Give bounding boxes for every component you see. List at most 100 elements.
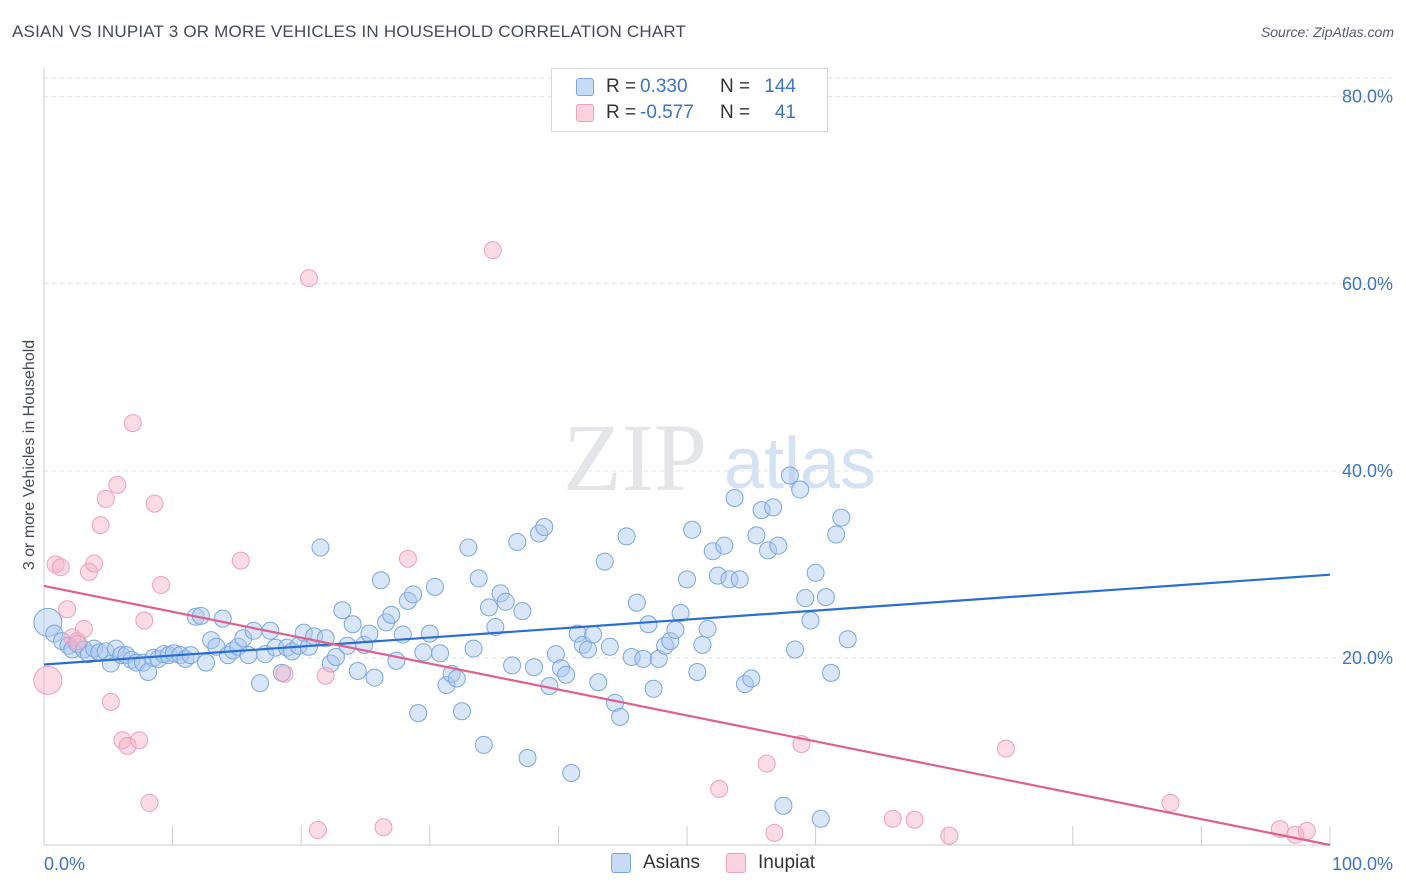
inupiat-point [74, 619, 93, 638]
asians-point [474, 735, 493, 754]
asians-point [627, 593, 646, 612]
asians-point [562, 763, 581, 782]
inupiat-point [118, 736, 137, 755]
y-tick-label: 60.0% [1342, 274, 1393, 294]
legend-r-value-asians: 0.330 [640, 76, 688, 97]
asians-point [644, 679, 663, 698]
asians-legend-swatch [611, 853, 631, 873]
asians-point [725, 488, 744, 507]
y-tick-label: 20.0% [1342, 648, 1393, 668]
inupiat-point [299, 269, 318, 288]
asians-point [747, 526, 766, 545]
asians-point [617, 527, 636, 546]
asians-point [832, 508, 851, 527]
inupiat-point [58, 600, 77, 619]
asians-point [693, 635, 712, 654]
legend-row-asians: R = 0.330 N = 144 [576, 75, 796, 99]
inupiat-point [275, 664, 294, 683]
axes [43, 68, 1331, 846]
asians-point [491, 584, 510, 603]
asians-point [595, 552, 614, 571]
tick-labels: 20.0% 40.0% 60.0% 80.0% 0.0% 100.0% [44, 87, 1393, 874]
inupiat-point [316, 666, 335, 685]
asians-point [759, 541, 778, 560]
legend-item-inupiat: Inupiat [726, 852, 815, 874]
asians-point [365, 668, 384, 687]
asians-point [343, 615, 362, 634]
asians-point [197, 653, 216, 672]
inupiat-point [940, 826, 959, 845]
asians-point [811, 809, 830, 828]
watermark: ZIP atlas [563, 404, 876, 511]
legend-n-label: N = [720, 102, 751, 123]
asians-point [568, 624, 587, 643]
asians-point [404, 585, 423, 604]
asians-point [326, 647, 345, 666]
inupiat-point [80, 562, 99, 581]
asians-point [742, 669, 761, 688]
asians-point [557, 665, 576, 684]
asians-point [786, 640, 805, 659]
asians-point [639, 615, 658, 634]
chart-title: ASIAN VS INUPIAT 3 OR MORE VEHICLES IN H… [12, 22, 687, 41]
inupiat-point [152, 575, 171, 594]
inupiat-trend-line [43, 584, 1331, 847]
y-axis-label: 3 or more Vehicles in Household [21, 339, 38, 571]
asians-point [806, 563, 825, 582]
asians-point [139, 662, 158, 681]
asians-point [698, 619, 717, 638]
asians-point [791, 480, 810, 499]
asians-swatch [576, 78, 594, 96]
inupiat-point [108, 475, 127, 494]
legend-r-value-inupiat: -0.577 [640, 102, 694, 123]
asians-point [513, 602, 532, 621]
asians-point [752, 501, 771, 520]
asians-point [234, 629, 253, 648]
asians-point [589, 673, 608, 692]
asians-point [425, 577, 444, 596]
inupiat-point [51, 558, 70, 577]
asians-point [764, 498, 783, 517]
x-tick-label-min: 0.0% [44, 854, 85, 874]
asians-point [33, 607, 63, 637]
legend-r-label: R = [606, 102, 637, 123]
asians-point [801, 611, 820, 630]
asians-point [469, 569, 488, 588]
asians-point [584, 625, 603, 644]
y-tick-label: 40.0% [1342, 461, 1393, 481]
inupiat-point [1161, 793, 1180, 812]
asians-point [333, 601, 352, 620]
asians-point [311, 538, 330, 557]
asians-point [524, 658, 543, 677]
asians-trend-line [43, 573, 1331, 666]
series-legend: Asians Inupiat [611, 852, 841, 874]
asians-point [496, 592, 515, 611]
asians-point [508, 532, 527, 551]
asians-point [708, 566, 727, 585]
watermark-atlas: atlas [724, 424, 876, 504]
legend-label-inupiat: Inupiat [758, 852, 816, 873]
asians-point [479, 598, 498, 617]
asians-point [518, 749, 537, 768]
inupiat-point [374, 818, 393, 837]
inupiat-point [96, 489, 115, 508]
asians-point [371, 571, 390, 590]
inupiat-point [101, 692, 120, 711]
asians-point [486, 618, 505, 637]
legend-item-asians: Asians [611, 852, 700, 874]
asians-point [838, 630, 857, 649]
asians-point [634, 649, 653, 668]
asians-point [360, 624, 379, 643]
asians-point [45, 624, 64, 643]
asians-point [611, 707, 630, 726]
asians-point [546, 645, 565, 664]
asians-point [535, 517, 554, 536]
asians-point [213, 609, 232, 628]
asians-point [420, 624, 439, 643]
inupiat-point [231, 551, 250, 570]
legend-n-value-asians: 144 [764, 76, 796, 97]
asians-point [244, 621, 263, 640]
inupiat-point [91, 516, 110, 535]
inupiat-point [85, 554, 104, 573]
asians-points [33, 466, 857, 828]
